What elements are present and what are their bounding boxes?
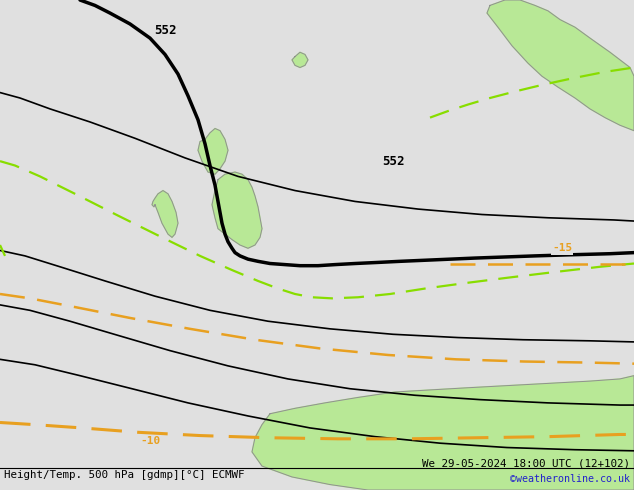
Polygon shape <box>292 52 308 68</box>
Polygon shape <box>212 172 262 248</box>
Text: 552: 552 <box>154 24 176 37</box>
Text: Height/Temp. 500 hPa [gdmp][°C] ECMWF: Height/Temp. 500 hPa [gdmp][°C] ECMWF <box>4 470 245 480</box>
Polygon shape <box>198 128 228 174</box>
Polygon shape <box>487 0 634 131</box>
Text: -15: -15 <box>552 243 572 253</box>
Text: ©weatheronline.co.uk: ©weatheronline.co.uk <box>510 474 630 484</box>
Text: -10: -10 <box>140 436 160 446</box>
Polygon shape <box>252 376 634 490</box>
Text: We 29-05-2024 18:00 UTC (12+102): We 29-05-2024 18:00 UTC (12+102) <box>422 459 630 469</box>
Text: 552: 552 <box>382 155 404 168</box>
Polygon shape <box>152 191 178 237</box>
